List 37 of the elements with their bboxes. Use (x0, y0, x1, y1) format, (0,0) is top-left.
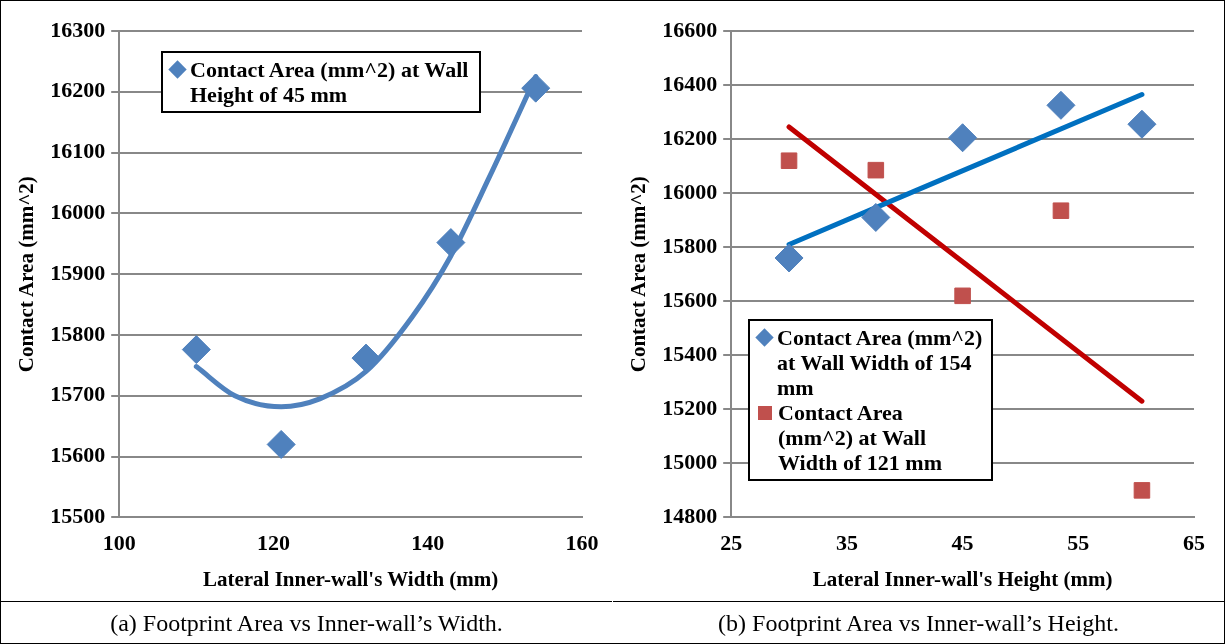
y-tick-label: 15600 (50, 442, 106, 468)
y-axis-title: Contact Area (mm^2) (626, 176, 651, 373)
y-tick-label: 15700 (50, 381, 106, 407)
legend-label: Contact Area (mm^2) at Wall Width of 154 mm (777, 325, 983, 400)
y-tick-label: 15000 (662, 449, 718, 475)
x-tick-label: 65 (1183, 530, 1205, 556)
y-tick-label: 16100 (50, 138, 106, 164)
y-tick-label: 14800 (662, 503, 718, 529)
x-tick-label: 140 (411, 530, 445, 556)
x-tick-label: 160 (565, 530, 599, 556)
y-axis-title: Contact Area (mm^2) (14, 176, 39, 373)
x-tick-label: 25 (720, 530, 743, 556)
x-tick-label: 120 (256, 530, 290, 556)
y-tick-label: 16300 (50, 16, 106, 42)
y-tick-label: 16000 (662, 178, 718, 204)
y-tick-label: 16000 (50, 199, 106, 225)
y-tick-label: 15400 (662, 340, 718, 366)
x-axis-title: Lateral Inner-wall's Height (mm) (812, 566, 1113, 591)
x-tick-label: 55 (1067, 530, 1090, 556)
x-tick-label: 100 (102, 530, 136, 556)
y-tick-label: 16600 (662, 16, 718, 42)
y-tick-label: 15800 (50, 320, 106, 346)
y-tick-label: 15600 (662, 286, 718, 312)
y-tick-label: 15500 (50, 503, 106, 529)
legend-label: Contact Area (mm^2) at Wall Width of 121 mm (778, 400, 943, 475)
y-tick-label: 15200 (662, 395, 718, 420)
text: (a) Footprint Area vs Inner-wall’s Width. (1, 601, 612, 644)
x-tick-label: 45 (951, 530, 974, 556)
y-tick-label: 16400 (662, 70, 718, 96)
x-axis-title: Lateral Inner-wall's Width (mm) (202, 566, 499, 591)
x-tick-label: 35 (835, 530, 858, 556)
y-tick-label: 16200 (662, 124, 718, 150)
y-tick-label: 15800 (662, 232, 718, 258)
y-tick-label: 16200 (50, 77, 106, 103)
text: (b) Footprint Area vs Inner-wall’s Height. (613, 601, 1224, 644)
y-tick-label: 15900 (50, 259, 106, 285)
legend-label: Contact Area (mm^2) at Wall Height of 45 mm (190, 57, 470, 107)
